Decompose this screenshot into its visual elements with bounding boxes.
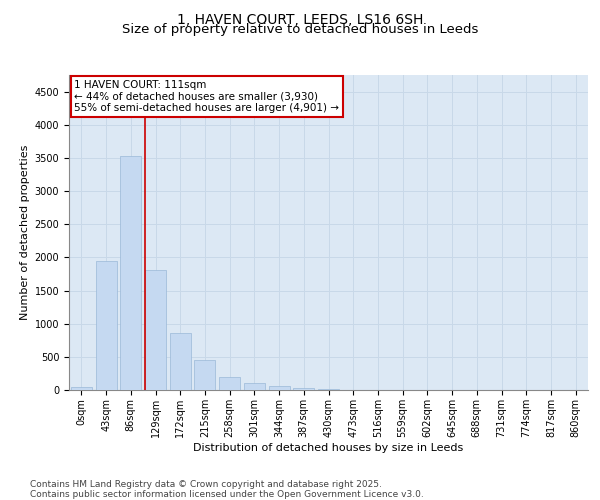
Bar	[194, 360, 215, 390]
Text: 1 HAVEN COURT: 111sqm
← 44% of detached houses are smaller (3,930)
55% of semi-d: 1 HAVEN COURT: 111sqm ← 44% of detached …	[74, 80, 339, 113]
Y-axis label: Number of detached properties: Number of detached properties	[20, 145, 31, 320]
Bar	[120, 156, 141, 390]
Bar	[269, 386, 290, 390]
Text: Contains HM Land Registry data © Crown copyright and database right 2025.
Contai: Contains HM Land Registry data © Crown c…	[30, 480, 424, 499]
X-axis label: Distribution of detached houses by size in Leeds: Distribution of detached houses by size …	[193, 442, 464, 452]
Bar	[71, 386, 92, 390]
Bar	[244, 382, 265, 390]
Bar	[293, 388, 314, 390]
Text: Size of property relative to detached houses in Leeds: Size of property relative to detached ho…	[122, 22, 478, 36]
Bar	[95, 262, 116, 390]
Bar	[170, 333, 191, 390]
Bar	[219, 377, 240, 390]
Bar	[145, 270, 166, 390]
Text: 1, HAVEN COURT, LEEDS, LS16 6SH: 1, HAVEN COURT, LEEDS, LS16 6SH	[177, 12, 423, 26]
